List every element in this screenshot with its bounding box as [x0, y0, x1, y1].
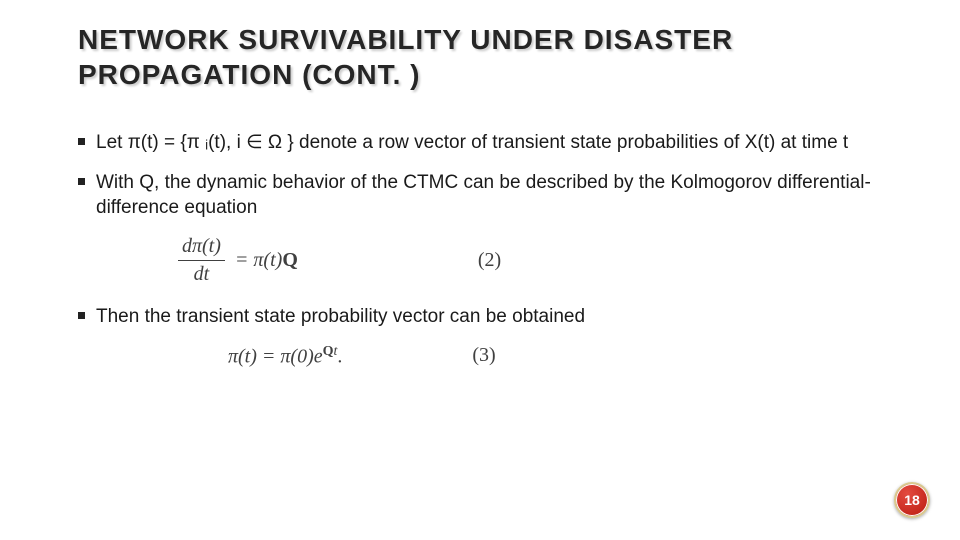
equation-2: π(t) = π(0)eQt. (3): [78, 344, 882, 369]
equation-label: (2): [478, 249, 501, 272]
equation-body: π(t) = π(0)eQt.: [228, 344, 342, 369]
eq-text: π(t) = π(0)e: [228, 345, 323, 367]
equation-rhs: = π(t)Q: [235, 249, 298, 272]
page-number: 18: [904, 492, 920, 508]
eq-matrix-symbol: Q: [282, 249, 298, 271]
slide-title: NETWORK SURVIVABILITY UNDER DISASTER PRO…: [78, 22, 882, 92]
bullet-text: With Q, the dynamic behavior of the CTMC…: [96, 172, 871, 219]
bullet-text: Let π(t) = {π ᵢ(t), i ∈ Ω } denote a row…: [96, 132, 848, 153]
fraction-denominator: dt: [178, 261, 225, 286]
eq-text: = π(t): [235, 249, 282, 271]
bullet-list: Let π(t) = {π ᵢ(t), i ∈ Ω } denote a row…: [78, 130, 882, 368]
page-number-badge: 18: [894, 482, 930, 518]
bullet-text: Then the transient state probability vec…: [96, 306, 585, 327]
bullet-item: Then the transient state probability vec…: [78, 304, 882, 330]
slide-container: NETWORK SURVIVABILITY UNDER DISASTER PRO…: [0, 0, 960, 540]
eq-exponent-matrix: Q: [323, 344, 334, 359]
equation-1: dπ(t) dt = π(t)Q (2): [78, 235, 882, 286]
fraction-numerator: dπ(t): [178, 235, 225, 261]
eq-period: .: [337, 345, 342, 367]
equation-fraction: dπ(t) dt: [178, 235, 225, 286]
bullet-item: Let π(t) = {π ᵢ(t), i ∈ Ω } denote a row…: [78, 130, 882, 156]
equation-label: (3): [472, 344, 495, 367]
bullet-item: With Q, the dynamic behavior of the CTMC…: [78, 170, 882, 221]
